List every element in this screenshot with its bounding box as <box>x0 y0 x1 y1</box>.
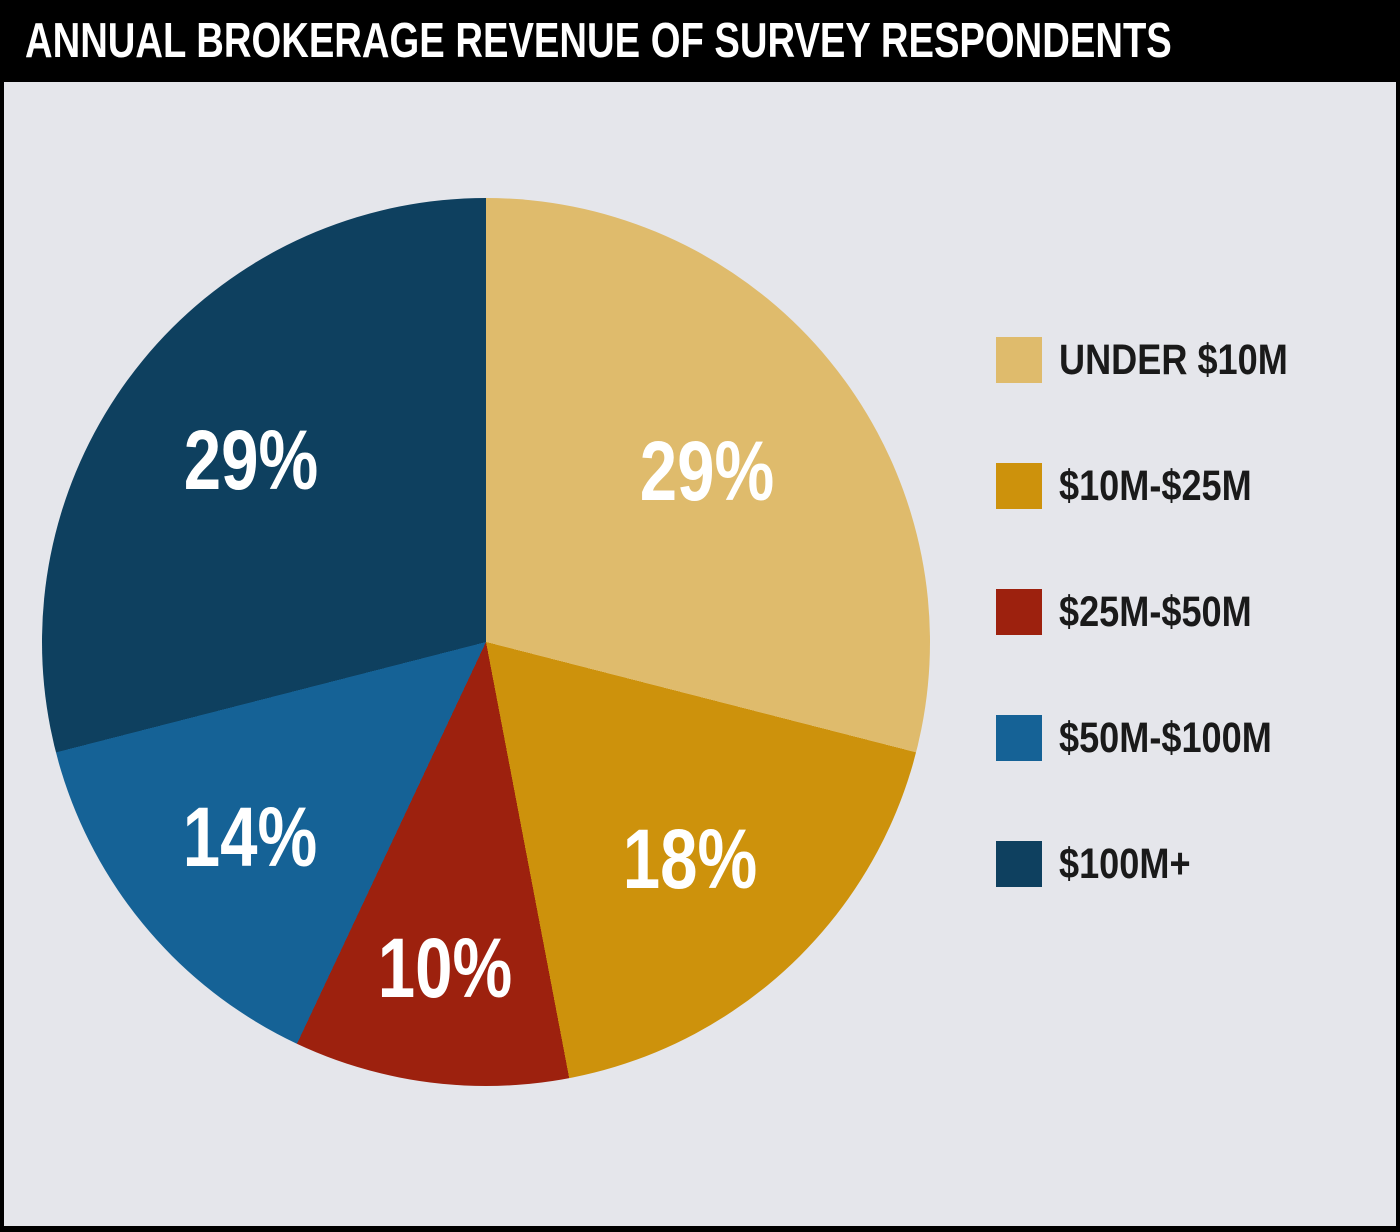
pie-slice-label: 29% <box>639 423 775 518</box>
chart-panel: 29% 18% 10% 14% 29% UNDER $10M $10M-$25M $25M-… <box>4 82 1396 1226</box>
legend-swatch <box>996 715 1042 761</box>
legend-label: $10M-$25M <box>1059 461 1252 510</box>
legend-swatch <box>996 589 1042 635</box>
pie-chart: 29% 18% 10% 14% 29% <box>42 198 930 1086</box>
legend-item: $25M-$50M <box>996 589 1331 635</box>
pie-slice-label: 14% <box>182 790 318 885</box>
legend-item: $10M-$25M <box>996 463 1331 509</box>
legend-swatch <box>996 463 1042 509</box>
legend-swatch <box>996 337 1042 383</box>
legend-label: $25M-$50M <box>1059 587 1252 636</box>
legend-item: $50M-$100M <box>996 715 1331 761</box>
legend-swatch <box>996 841 1042 887</box>
legend-label: $50M-$100M <box>1059 713 1272 762</box>
pie-slice-label: 29% <box>183 412 319 507</box>
pie-slice-label: 18% <box>622 811 757 906</box>
legend-label: $100M+ <box>1059 839 1191 888</box>
page-title: ANNUAL BROKERAGE REVENUE OF SURVEY RESPO… <box>25 14 1172 68</box>
pie-slice-label: 10% <box>377 920 513 1015</box>
legend-item: $100M+ <box>996 841 1331 887</box>
legend-item: UNDER $10M <box>996 337 1331 383</box>
legend: UNDER $10M $10M-$25M $25M-$50M $50M-$100M $1… <box>996 337 1331 887</box>
header: ANNUAL BROKERAGE REVENUE OF SURVEY RESPO… <box>0 0 1400 82</box>
legend-label: UNDER $10M <box>1059 335 1288 384</box>
